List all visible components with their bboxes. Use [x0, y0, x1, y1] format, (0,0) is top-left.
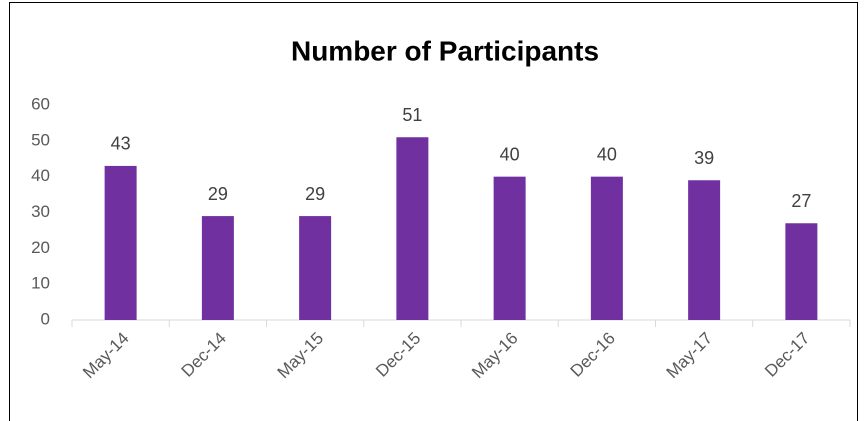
y-tick-label: 60: [31, 94, 50, 113]
y-tick-label: 0: [41, 309, 50, 328]
y-tick-label: 50: [31, 130, 50, 149]
data-label: 29: [305, 184, 325, 204]
y-tick-label: 10: [31, 274, 50, 293]
data-label: 29: [208, 184, 228, 204]
bar: [785, 223, 818, 320]
bar: [493, 176, 526, 320]
chart-title: Number of Participants: [291, 35, 599, 66]
bar: [688, 180, 721, 320]
y-tick-label: 20: [31, 238, 50, 257]
bar: [396, 137, 429, 320]
y-tick-label: 40: [31, 166, 50, 185]
data-label: 39: [694, 148, 714, 168]
bar: [201, 216, 234, 320]
data-label: 40: [597, 144, 617, 164]
data-label: 40: [500, 144, 520, 164]
bar: [590, 176, 623, 320]
bar: [104, 165, 137, 320]
data-label: 51: [402, 105, 422, 125]
data-label: 43: [111, 134, 131, 154]
y-tick-label: 30: [31, 202, 50, 221]
data-label: 27: [791, 191, 811, 211]
bar: [299, 216, 332, 320]
